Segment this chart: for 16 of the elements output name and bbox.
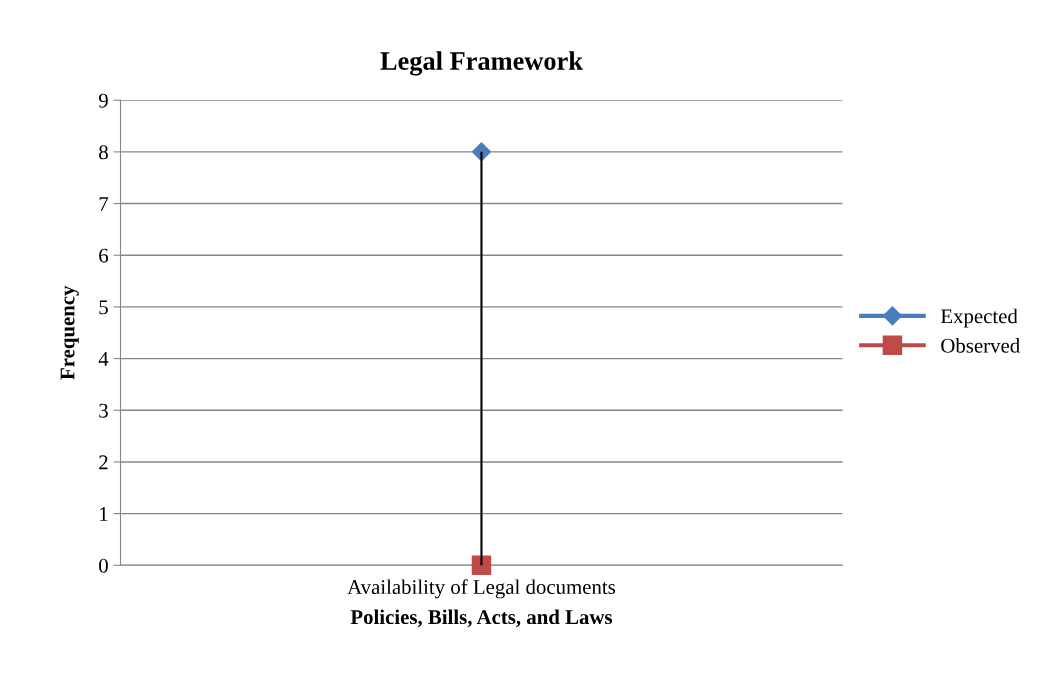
y-tick-label: 4 (98, 352, 109, 366)
legend-label: Observed (941, 338, 1020, 353)
y-tick-label: 1 (100, 507, 108, 521)
legend-label: Expected (940, 308, 1018, 328)
y-tick-label: 9 (98, 93, 108, 108)
y-tick-label: 0 (99, 558, 108, 573)
chart-title: Legal Framework (380, 51, 583, 76)
y-tick-label: 3 (99, 403, 108, 418)
y-tick-label: 7 (99, 197, 109, 211)
y-tick-label: 6 (99, 248, 109, 263)
y-tick-label: 5 (99, 300, 108, 315)
y-tick-label: 2 (99, 455, 108, 470)
x-tick-label: Availability of Legal documents (347, 579, 616, 599)
y-axis-title: Frequency (60, 285, 79, 380)
y-tick-label: 8 (99, 145, 108, 160)
x-axis-title: Policies, Bills, Acts, and Laws (350, 609, 613, 628)
